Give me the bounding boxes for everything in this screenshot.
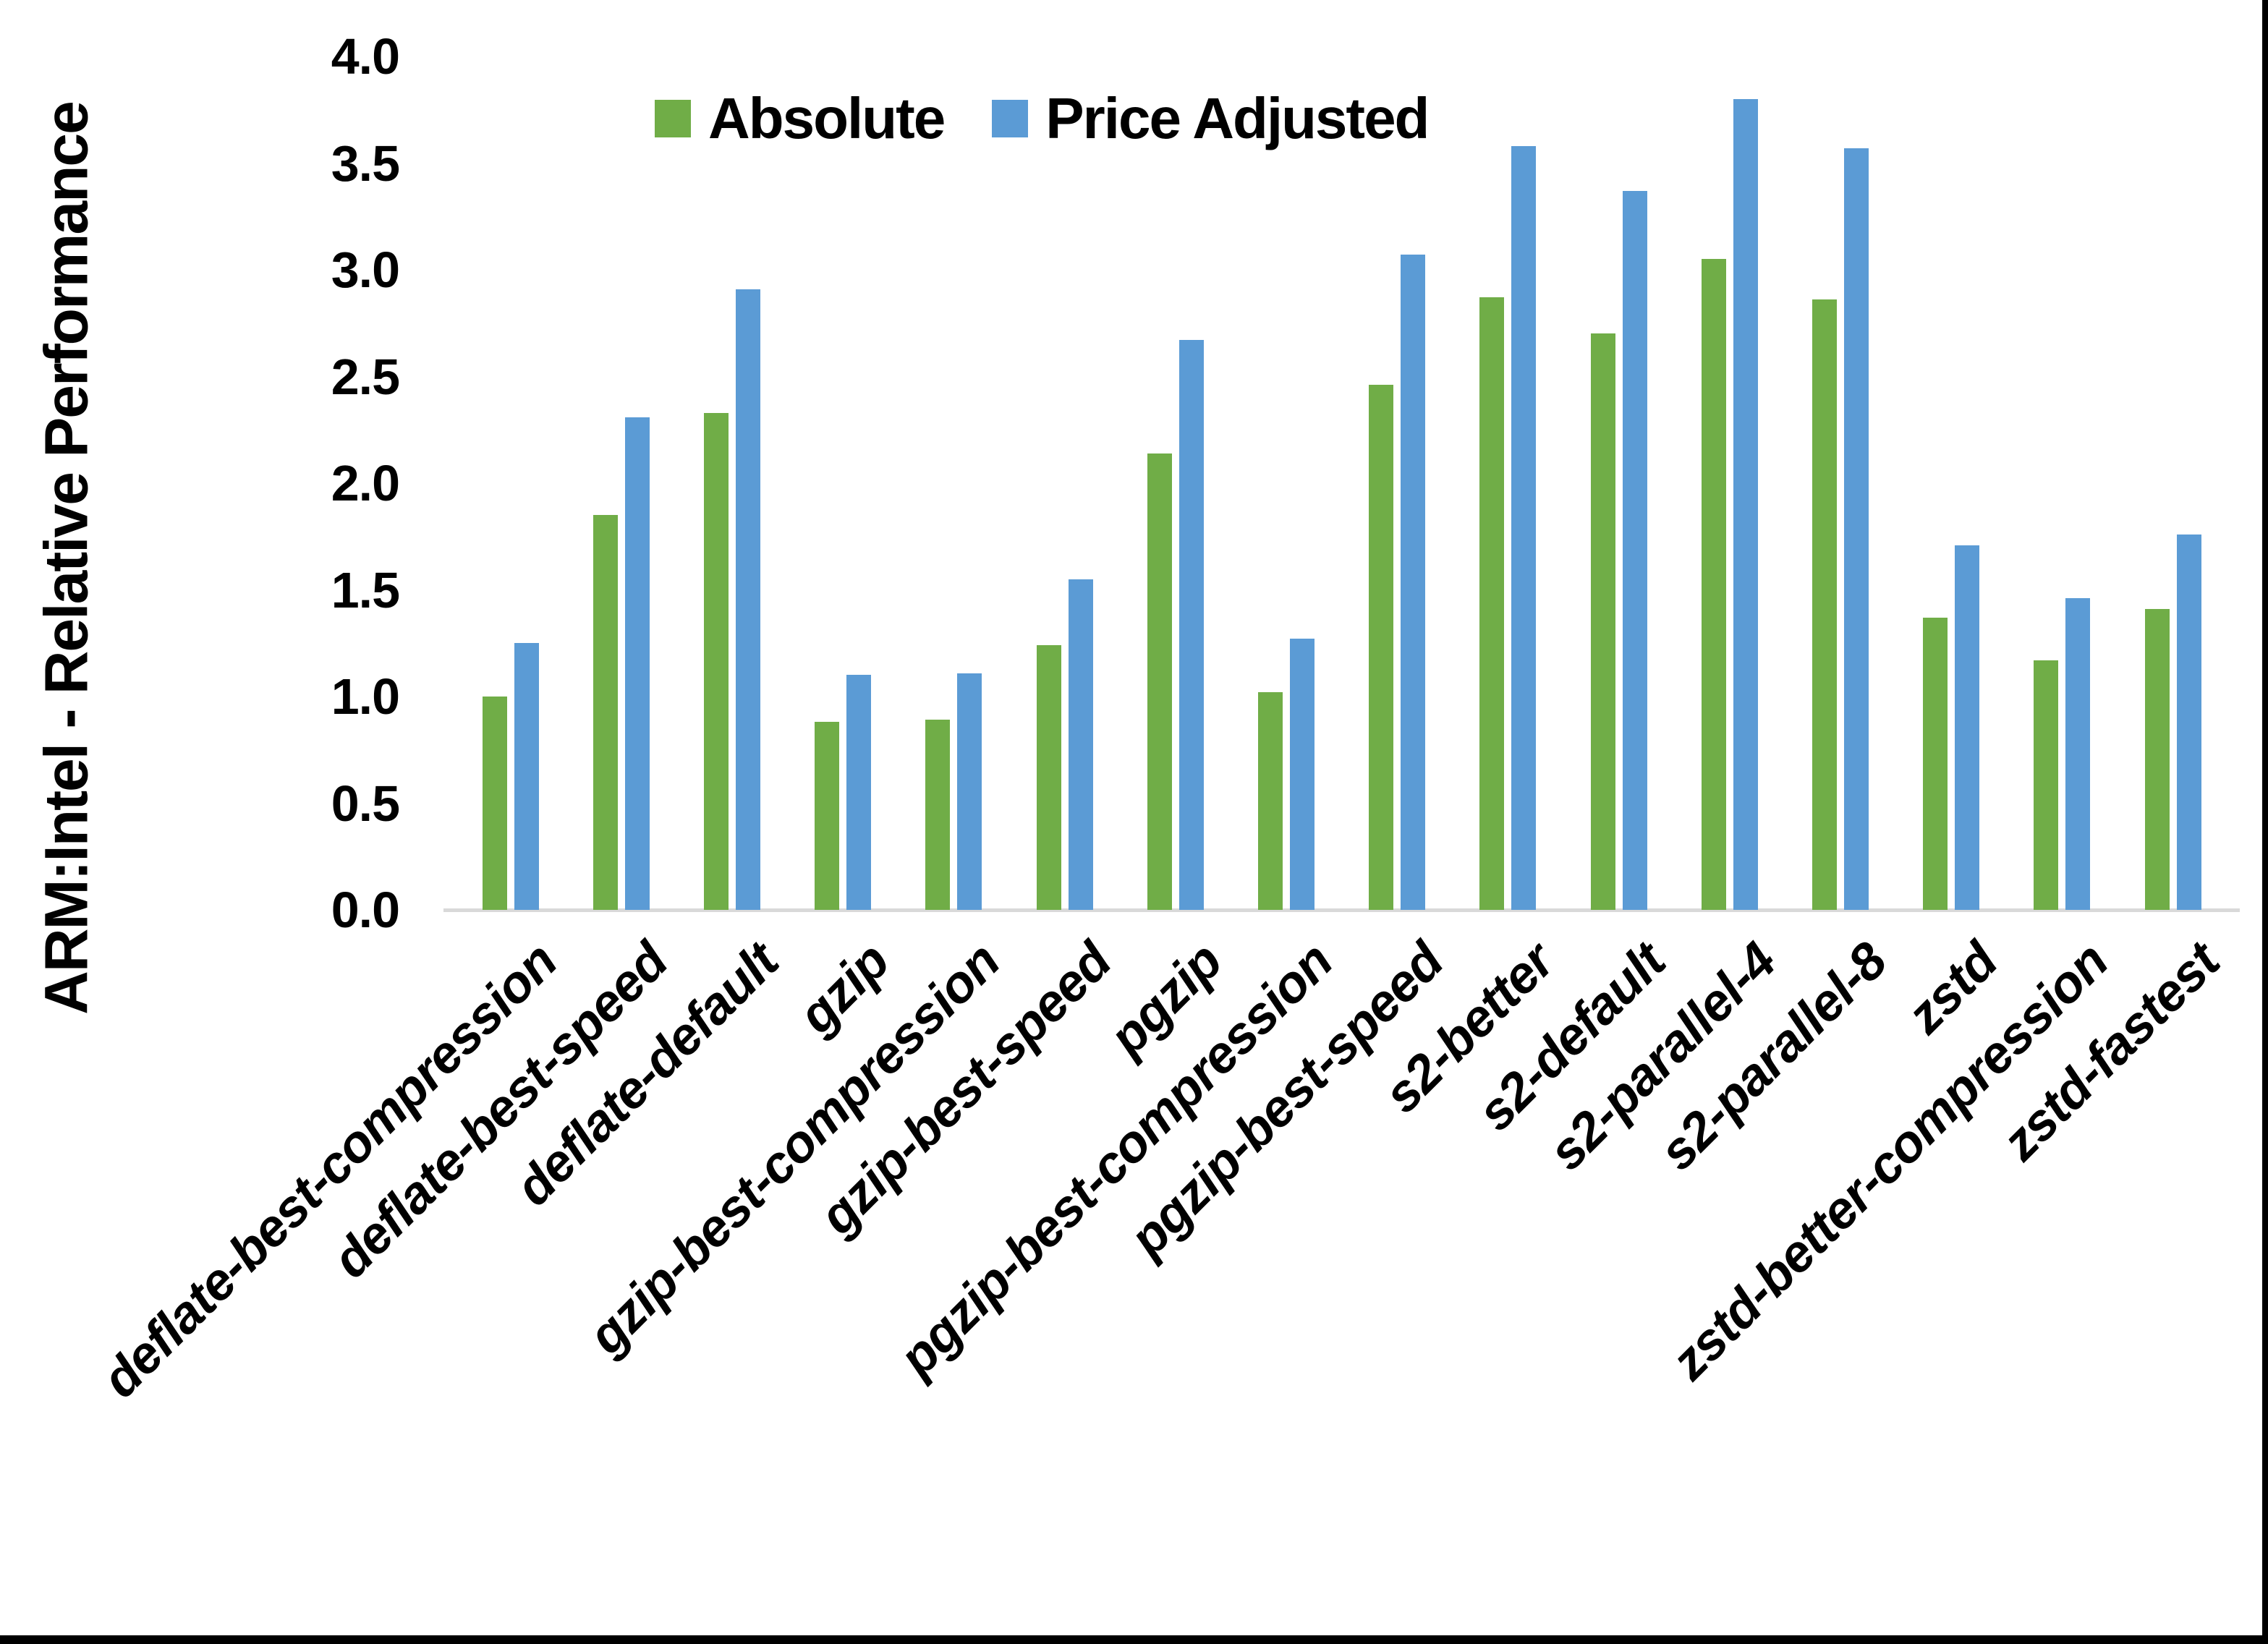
bar-absolute-gzip-best-speed [1036, 645, 1061, 910]
bar-absolute-s2-better [1479, 297, 1505, 910]
y-tick-label-2.5: 2.5 [331, 348, 400, 405]
legend-item-absolute: Absolute [655, 85, 946, 152]
y-tick-label-1.5: 1.5 [331, 561, 400, 618]
bar-price-adjusted-s2-better [1511, 146, 1537, 910]
bar-absolute-zstd-better-compression [2034, 660, 2059, 910]
y-tick-label-3.0: 3.0 [331, 242, 400, 298]
y-tick-label-2.0: 2.0 [331, 455, 400, 511]
bar-price-adjusted-pgzip-best-speed [1401, 255, 1426, 910]
bar-price-adjusted-s2-default [1622, 191, 1647, 910]
legend-swatch-absolute [655, 100, 691, 137]
bar-absolute-gzip-best-compression [925, 720, 951, 910]
bar-price-adjusted-zstd-fastest [2176, 534, 2201, 910]
bar-price-adjusted-gzip-best-speed [1068, 579, 1093, 910]
legend-label-price-adjusted: Price Adjusted [1045, 86, 1430, 150]
bar-price-adjusted-zstd-better-compression [2065, 598, 2091, 910]
bar-price-adjusted-pgzip [1178, 340, 1204, 910]
y-tick-label-4.0: 4.0 [331, 28, 400, 85]
bar-price-adjusted-gzip-best-compression [957, 673, 982, 910]
bottom-border-bar [0, 1635, 2268, 1644]
y-tick-label-0.5: 0.5 [331, 775, 400, 832]
bar-price-adjusted-gzip [846, 675, 872, 910]
y-tick-label-1.0: 1.0 [331, 668, 400, 725]
bar-absolute-zstd-fastest [2144, 609, 2170, 910]
y-axis-title: ARM:Intel - Relative Performance [32, 102, 101, 1015]
bar-absolute-s2-parallel-4 [1701, 259, 1726, 910]
chart-legend: Absolute Price Adjusted [655, 85, 1430, 152]
bar-absolute-gzip [815, 722, 840, 910]
bar-absolute-deflate-default [704, 413, 729, 910]
bar-absolute-s2-parallel-8 [1812, 299, 1837, 910]
bar-price-adjusted-deflate-best-speed [624, 417, 650, 910]
bar-absolute-s2-default [1590, 333, 1615, 910]
x-axis-line [443, 908, 2241, 912]
y-tick-label-0.0: 0.0 [331, 882, 400, 938]
right-border-bar [2262, 0, 2268, 1644]
bar-absolute-pgzip-best-compression [1258, 692, 1283, 910]
bar-absolute-deflate-best-compression [482, 697, 507, 910]
bar-price-adjusted-s2-parallel-8 [1844, 148, 1869, 910]
bar-absolute-pgzip-best-speed [1369, 385, 1394, 910]
bar-price-adjusted-s2-parallel-4 [1733, 99, 1758, 910]
bar-absolute-deflate-best-speed [593, 515, 618, 910]
bar-absolute-zstd [1923, 618, 1948, 910]
y-tick-label-3.5: 3.5 [331, 135, 400, 192]
bar-price-adjusted-deflate-best-compression [514, 643, 539, 910]
legend-label-absolute: Absolute [708, 86, 946, 150]
legend-item-price-adjusted: Price Adjusted [992, 85, 1430, 152]
bar-absolute-pgzip [1147, 453, 1172, 910]
bar-price-adjusted-deflate-default [736, 289, 760, 910]
bar-price-adjusted-pgzip-best-compression [1290, 639, 1314, 910]
bar-price-adjusted-zstd [1955, 545, 1980, 910]
legend-swatch-price-adjusted [992, 100, 1029, 137]
